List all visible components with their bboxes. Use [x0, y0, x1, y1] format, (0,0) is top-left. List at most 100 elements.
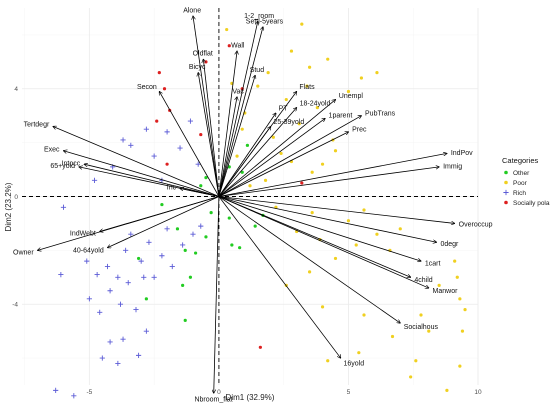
legend-marker	[503, 189, 509, 196]
arrow-Intocc	[84, 164, 220, 197]
point-poor	[297, 122, 301, 126]
point-rich	[120, 137, 126, 143]
point-other	[230, 243, 234, 247]
legend-marker	[504, 170, 508, 175]
variable-label: Intocc	[62, 160, 81, 167]
point-rich	[91, 177, 98, 183]
arrow-Overoccup	[218, 196, 455, 224]
point-rich	[97, 309, 103, 315]
point-rich	[104, 263, 111, 270]
variable-label: Manwor	[433, 288, 459, 295]
arrow-Alone	[193, 16, 220, 197]
point-rich	[94, 271, 100, 278]
point-poor	[305, 84, 309, 88]
point-poor	[307, 270, 312, 274]
reference-lines	[22, 8, 478, 385]
point-other	[160, 202, 164, 207]
variable-label: Nbroom_flat	[194, 397, 232, 404]
point-poor	[390, 334, 395, 339]
variable-label: Unempl	[339, 93, 364, 100]
arrow-Tertdegr	[53, 126, 220, 197]
variable-label: Wall	[231, 43, 245, 50]
point-rich	[115, 274, 121, 280]
variable-label: Alone	[183, 8, 201, 15]
point-socially-polarized	[227, 44, 231, 48]
point-socially-polarized	[155, 119, 159, 123]
point-rich	[60, 204, 67, 210]
variable-label: IndPov	[451, 150, 473, 157]
point-socially-polarized	[204, 60, 208, 64]
category-points	[53, 22, 467, 399]
point-poor	[271, 135, 275, 139]
arrow-Stud	[218, 75, 255, 197]
point-rich	[123, 247, 129, 253]
point-other	[209, 211, 213, 215]
point-rich	[133, 307, 139, 313]
point-other	[181, 283, 185, 287]
point-rich	[128, 142, 134, 148]
point-rich	[187, 118, 194, 124]
arrow-40-64yold	[108, 196, 220, 248]
legend-label: Rich	[513, 190, 526, 197]
variable-label: Stud	[250, 67, 265, 74]
variable-label: 0degr	[440, 241, 459, 248]
point-rich	[84, 258, 90, 264]
point-rich	[195, 161, 201, 167]
arrow-Inc	[180, 188, 219, 197]
x-axis-title: Dim1 (32.9%)	[226, 393, 275, 402]
variable-label: Socialhous	[404, 324, 439, 331]
y-tick-label: 0	[14, 194, 18, 201]
point-poor	[427, 329, 431, 333]
point-poor	[235, 154, 239, 158]
x-tick-label: 0	[217, 389, 221, 396]
point-poor	[266, 71, 270, 75]
arrow-Unempl	[218, 100, 336, 197]
point-poor	[279, 151, 283, 156]
variable-label: Tertdegr	[24, 122, 50, 129]
point-poor	[375, 71, 379, 75]
point-socially-polarized	[162, 87, 167, 91]
arrow-1-2_room	[218, 21, 258, 197]
point-poor	[445, 388, 449, 392]
point-poor	[354, 243, 358, 247]
point-poor	[398, 227, 402, 231]
variable-label: Bicyc	[189, 64, 206, 71]
point-poor	[414, 359, 418, 363]
point-rich	[117, 301, 124, 307]
point-rich	[107, 339, 113, 345]
variable-label: Overoccup	[459, 222, 493, 229]
point-rich	[120, 336, 126, 342]
arrow-Socialhous	[218, 196, 400, 324]
point-poor	[333, 256, 338, 261]
arrow-1parent	[218, 118, 325, 197]
point-poor	[362, 313, 366, 317]
point-rich	[164, 226, 170, 232]
legend-entry: Socially polarized	[504, 200, 550, 207]
point-rich	[71, 393, 77, 399]
point-rich	[143, 328, 149, 334]
point-poor	[359, 76, 364, 80]
point-poor	[463, 308, 467, 312]
variable-label: PubTrans	[365, 110, 396, 117]
point-poor	[307, 65, 312, 69]
point-other	[199, 184, 203, 188]
point-poor	[326, 359, 330, 363]
point-poor	[263, 178, 268, 182]
arrow-Immig	[218, 167, 439, 197]
point-poor	[310, 170, 314, 174]
point-other	[183, 318, 187, 322]
point-other	[253, 224, 257, 228]
axis-ticks: -5 0 5 10 -4 0 4	[12, 86, 482, 396]
point-socially-polarized	[258, 345, 262, 349]
point-poor	[315, 106, 319, 110]
point-rich	[177, 145, 183, 151]
point-poor	[310, 211, 314, 215]
point-other	[136, 256, 141, 261]
variable-label: Inc	[167, 185, 177, 192]
point-other	[245, 143, 250, 147]
point-poor	[333, 149, 338, 153]
arrow-Owner	[38, 196, 220, 251]
variable-label: Prec	[352, 127, 367, 134]
point-poor	[357, 351, 361, 355]
variable-label: 18-24yold	[300, 101, 331, 108]
